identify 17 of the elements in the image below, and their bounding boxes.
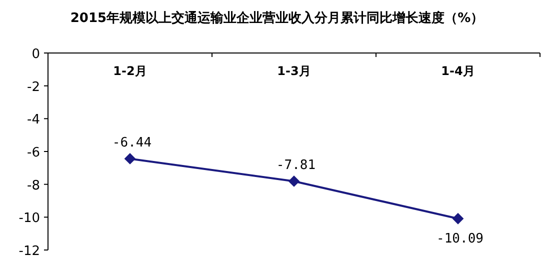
point bbox=[452, 213, 464, 224]
data-label: -6.44 bbox=[112, 136, 152, 151]
y-tick-label: 0 bbox=[32, 47, 40, 62]
y-tick-label: -2 bbox=[27, 80, 40, 95]
y-tick-label: -12 bbox=[18, 244, 40, 259]
point bbox=[288, 176, 300, 187]
point bbox=[124, 153, 136, 164]
chart-title: 2015年规模以上交通运输业企业营业收入分月累计同比增长速度（%） bbox=[70, 10, 484, 26]
data-label: -7.81 bbox=[276, 158, 316, 174]
y-tick-label: -10 bbox=[18, 211, 40, 226]
y-tick-label: -4 bbox=[27, 112, 40, 128]
y-tick-label: -6 bbox=[27, 146, 40, 160]
x-tick-label: 1-2月 bbox=[113, 64, 147, 78]
x-tick-label: 1-3月 bbox=[277, 64, 311, 78]
y-tick-label: -8 bbox=[27, 178, 40, 194]
data-label: -10.09 bbox=[436, 232, 484, 247]
x-tick-label: 1-4月 bbox=[441, 64, 475, 78]
